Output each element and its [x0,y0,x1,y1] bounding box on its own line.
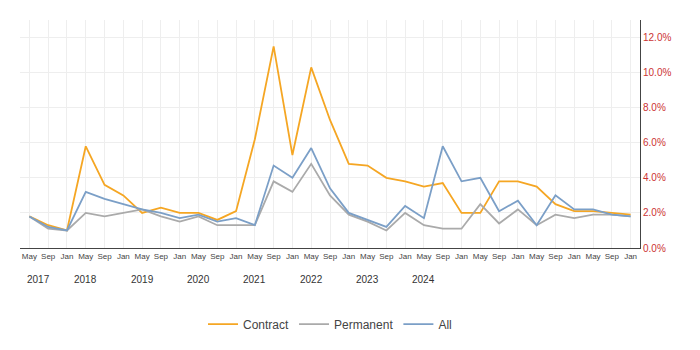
svg-text:Contract: Contract [243,318,289,332]
svg-text:Jan: Jan [173,252,186,261]
svg-text:Permanent: Permanent [334,318,393,332]
svg-text:Jan: Jan [230,252,243,261]
svg-text:Sep: Sep [154,252,169,261]
svg-text:6.0%: 6.0% [643,137,666,148]
svg-text:2019: 2019 [131,274,154,285]
svg-text:Jan: Jan [61,252,74,261]
svg-text:Sep: Sep [210,252,225,261]
svg-text:Sep: Sep [323,252,338,261]
svg-text:May: May [191,252,206,261]
svg-text:Sep: Sep [436,252,451,261]
svg-text:May: May [473,252,488,261]
svg-text:May: May [416,252,431,261]
svg-text:Sep: Sep [267,252,282,261]
svg-text:Jan: Jan [511,252,524,261]
svg-text:Sep: Sep [492,252,507,261]
svg-text:2024: 2024 [412,274,435,285]
svg-text:Jan: Jan [399,252,412,261]
svg-text:May: May [247,252,262,261]
svg-text:2022: 2022 [300,274,323,285]
svg-text:12.0%: 12.0% [643,32,671,43]
svg-text:Jan: Jan [117,252,130,261]
svg-text:2021: 2021 [243,274,266,285]
svg-text:Sep: Sep [379,252,394,261]
svg-text:8.0%: 8.0% [643,102,666,113]
svg-text:May: May [529,252,544,261]
svg-text:May: May [78,252,93,261]
svg-text:2023: 2023 [356,274,379,285]
svg-text:4.0%: 4.0% [643,172,666,183]
svg-text:2017: 2017 [27,274,50,285]
svg-text:May: May [585,252,600,261]
svg-text:Jan: Jan [624,252,637,261]
svg-text:2020: 2020 [187,274,210,285]
svg-text:0.0%: 0.0% [643,243,666,254]
svg-text:Sep: Sep [548,252,563,261]
svg-text:Jan: Jan [455,252,468,261]
svg-text:All: All [438,318,451,332]
svg-text:May: May [135,252,150,261]
svg-text:Sep: Sep [41,252,56,261]
svg-text:May: May [360,252,375,261]
svg-text:Jan: Jan [342,252,355,261]
svg-text:Sep: Sep [605,252,620,261]
svg-text:2018: 2018 [74,274,97,285]
svg-text:10.0%: 10.0% [643,67,671,78]
svg-text:May: May [304,252,319,261]
svg-text:May: May [22,252,37,261]
svg-text:Jan: Jan [286,252,299,261]
svg-text:Sep: Sep [97,252,112,261]
svg-text:2.0%: 2.0% [643,207,666,218]
svg-text:Jan: Jan [568,252,581,261]
